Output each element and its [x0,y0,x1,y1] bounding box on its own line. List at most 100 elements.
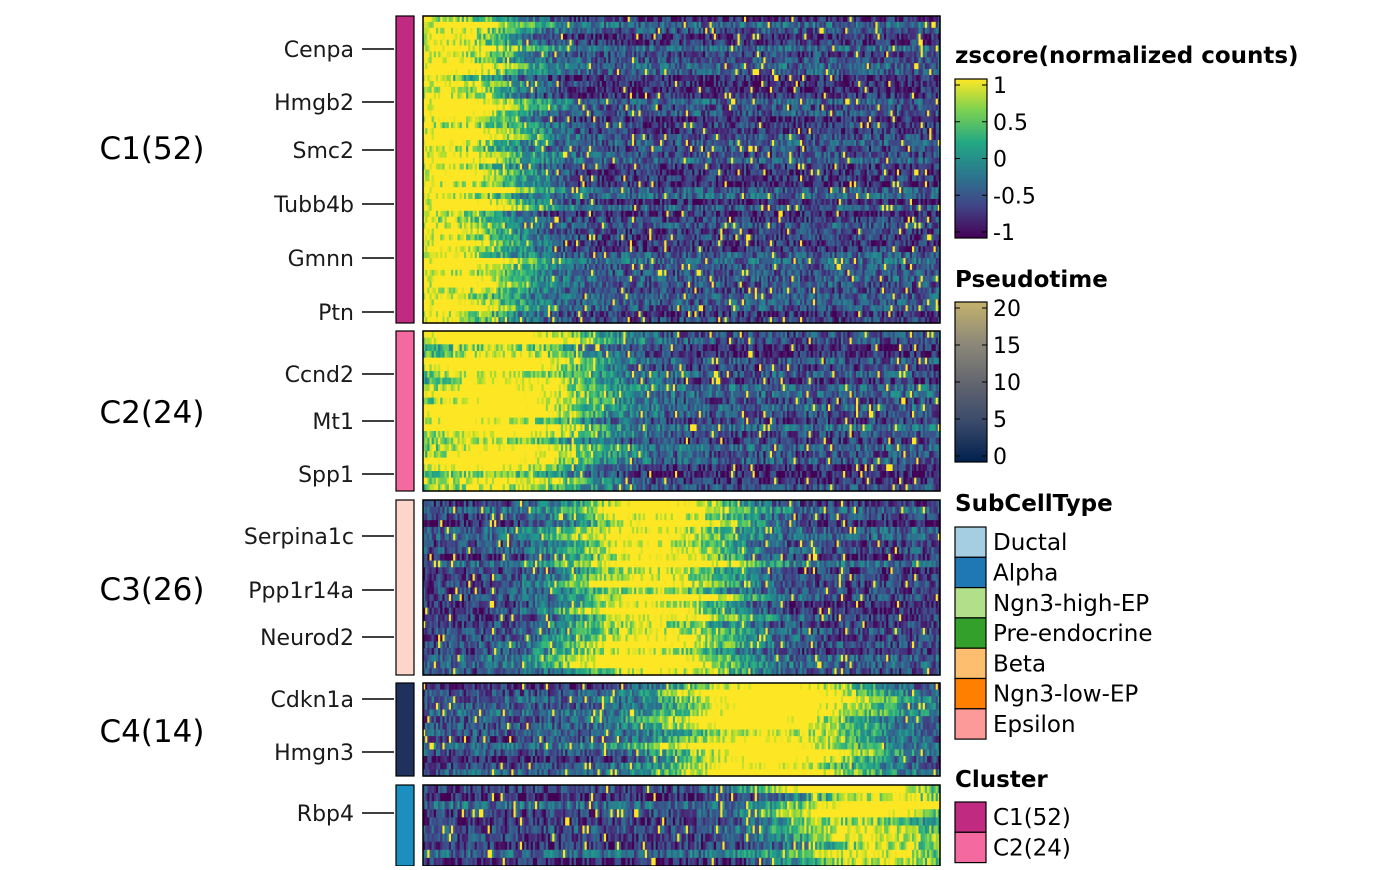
heatmap-cell [524,57,527,64]
heatmap-cell [636,69,640,76]
heatmap-cell [784,51,788,58]
heatmap-cell [442,33,446,41]
heatmap-cell [537,75,540,82]
heatmap-cell [687,75,691,82]
heatmap-cell [573,21,577,29]
heatmap-cell [578,39,581,47]
heatmap-cell [858,63,861,70]
heatmap-cell [819,39,823,47]
heatmap-cell [672,51,676,58]
heatmap-cell [735,75,739,82]
heatmap-cell [593,63,596,70]
heatmap-cell [517,51,521,58]
heatmap-cell [431,75,435,82]
heatmap-cell [459,69,463,76]
heatmap-cell [427,27,431,35]
heatmap-cell [653,75,657,82]
heatmap-cell [692,33,696,41]
heatmap-cell [793,39,797,47]
heatmap-cell [431,69,435,76]
heatmap-cell [711,21,715,29]
heatmap-cell [750,63,754,70]
heatmap-cell [866,21,870,29]
heatmap-cell [853,27,857,35]
heatmap-cell [881,33,885,41]
heatmap-cell [927,69,930,76]
heatmap-cell [552,51,555,58]
heatmap-cell [924,63,928,70]
heatmap-cell [722,51,726,58]
heatmap-cell [735,45,739,53]
heatmap-cell [877,57,881,64]
heatmap-cell [425,16,428,23]
heatmap-cell [653,33,657,41]
heatmap-cell [901,33,904,41]
heatmap-cell [761,33,764,41]
heatmap-cell [871,45,874,53]
heatmap-cell [616,21,620,29]
heatmap-cell [899,63,902,70]
heatmap-cell [896,57,900,64]
heatmap-cell [694,39,698,47]
heatmap-cell [513,21,517,29]
heatmap-cell [446,39,450,47]
heatmap-cell [560,45,564,53]
heatmap-cell [586,16,590,23]
heatmap-cell [711,39,715,47]
heatmap-cell [627,39,631,47]
heatmap-cell [789,57,792,64]
heatmap-cell [444,39,448,47]
heatmap-cell [653,39,657,47]
heatmap-cell [687,45,691,53]
heatmap-cell [522,57,525,64]
heatmap-cell [909,16,913,23]
heatmap-cell [556,75,560,82]
heatmap-cell [918,27,922,35]
heatmap-cell [746,33,749,41]
heatmap-cell [664,39,668,47]
heatmap-cell [526,27,530,35]
heatmap-cell [657,45,661,53]
heatmap-cell [677,57,680,64]
heatmap-cell [571,33,575,41]
heatmap-cell [892,69,896,76]
heatmap-cell [446,51,450,58]
heatmap-cell [560,21,564,29]
heatmap-cell [806,63,810,70]
heatmap-cell [722,45,726,53]
heatmap-cell [608,21,612,29]
heatmap-cell [595,57,599,64]
heatmap-cell [614,63,618,70]
heatmap-cell [776,21,780,29]
heatmap-cell [690,21,693,29]
heatmap-cell [924,57,928,64]
heatmap-cell [647,45,650,53]
heatmap-cell [547,80,551,88]
heatmap-cell [612,16,616,23]
heatmap-cell [896,63,900,70]
heatmap-cell [690,69,693,76]
heatmap-cell [429,63,433,70]
heatmap-cell [767,16,771,23]
heatmap-cell [890,75,894,82]
heatmap-cell [515,39,519,47]
heatmap-cell [743,27,747,35]
heatmap-cell [899,27,902,35]
heatmap-cell [631,51,635,58]
heatmap-cell [771,69,775,76]
heatmap-cell [502,16,506,23]
heatmap-cell [435,75,439,82]
heatmap-cell [896,33,900,41]
heatmap-cell [489,75,493,82]
heatmap-cell [668,45,672,53]
heatmap-cell [483,16,487,23]
heatmap-cell [687,33,691,41]
heatmap-cell [821,33,825,41]
heatmap-cell [858,51,861,58]
heatmap-cell [815,51,818,58]
heatmap-cell [448,80,452,88]
heatmap-cell [476,51,480,58]
heatmap-cell [881,51,885,58]
heatmap-cell [442,69,446,76]
heatmap-cell [883,27,887,35]
